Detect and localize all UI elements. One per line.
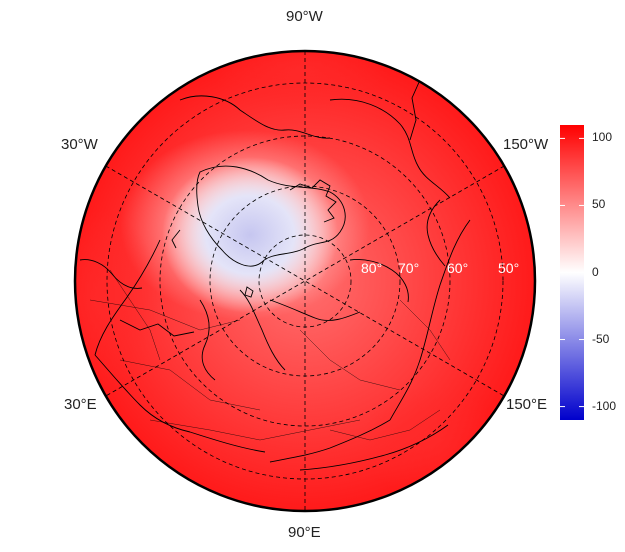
coastlines (79, 79, 471, 471)
colorbar-tick-label: 50 (592, 197, 606, 212)
lon-label-90e: 90°E (288, 524, 321, 541)
lat-label-80: 80° (361, 260, 382, 276)
colorbar-tick-label: 0 (592, 264, 599, 279)
lon-label-150e: 150°E (506, 396, 548, 413)
colorbar-tick-label: 100 (592, 130, 613, 145)
lat-label-60: 60° (447, 260, 468, 276)
latitude-labels: 80° 70° 60° 50° (361, 260, 519, 276)
colorbar-tick-label: -50 (592, 331, 610, 346)
graticule (105, 51, 505, 511)
field-layer (75, 51, 535, 511)
lat-label-70: 70° (398, 260, 419, 276)
lat-label-50: 50° (498, 260, 519, 276)
lon-label-90w: 90°W (286, 8, 323, 25)
country-borders (89, 269, 451, 441)
lon-label-30e: 30°E (64, 396, 97, 413)
lon-label-30w: 30°W (61, 136, 98, 153)
colorbar-tick-label: -100 (592, 398, 617, 413)
colorbar-tick-marks (560, 137, 584, 408)
warm-core-north (210, 51, 390, 110)
latitude-circle-60 (159, 135, 451, 427)
warm-core-west (75, 210, 160, 390)
lon-label-150w: 150°W (503, 136, 549, 153)
warm-core-south (360, 385, 500, 495)
colorbar (560, 125, 584, 420)
map-frame (73, 49, 537, 513)
negative-anomaly (162, 157, 338, 313)
